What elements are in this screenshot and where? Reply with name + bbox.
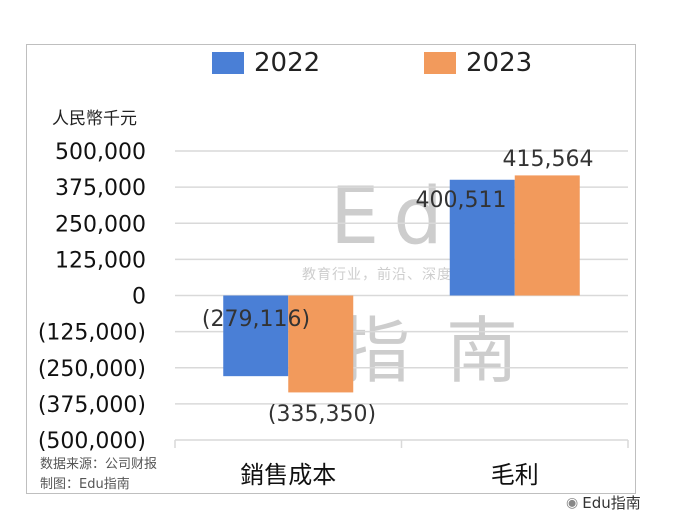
- data-label: 400,511: [416, 188, 507, 213]
- brand-badge: ◉ Edu指南: [566, 492, 641, 513]
- y-tick-label: (375,000): [38, 393, 146, 418]
- legend-label-2022: 2022: [254, 48, 321, 78]
- source-note: 数据来源：公司财报 制图：Edu指南: [40, 455, 157, 495]
- wechat-icon: ◉: [566, 494, 579, 511]
- bar-2023-1: [514, 175, 580, 296]
- bar-2022-1: [449, 179, 515, 296]
- chart-frame: [26, 44, 636, 494]
- legend-swatch-2023: [424, 52, 456, 74]
- source-line: 数据来源：公司财报: [40, 457, 158, 472]
- y-tick-label: (500,000): [38, 429, 146, 454]
- y-tick-label: 0: [132, 285, 146, 310]
- legend-swatch-2022: [212, 52, 244, 74]
- legend-item-2023: 2023: [424, 48, 532, 78]
- watermark-tagline: 教育行业，前沿、深度、独家: [302, 267, 497, 283]
- data-label: (279,116): [202, 307, 310, 332]
- y-tick-label: 500,000: [55, 140, 146, 165]
- bar-2023-0: [288, 295, 354, 393]
- data-label: (335,350): [268, 402, 376, 427]
- x-tick-label: 銷售成本: [240, 461, 336, 489]
- legend: 2022 2023: [0, 48, 680, 78]
- y-axis-unit-label: 人民幣千元: [52, 109, 137, 129]
- brand-text: Edu指南: [582, 494, 641, 512]
- legend-item-2022: 2022: [212, 48, 320, 78]
- watermark-chinese: 指南: [338, 309, 555, 393]
- y-tick-label: (250,000): [38, 357, 146, 382]
- bar-2022-0: [223, 295, 289, 377]
- legend-label-2023: 2023: [466, 48, 533, 78]
- y-tick-label: 125,000: [55, 248, 146, 273]
- credit-line: 制图：Edu指南: [40, 477, 130, 492]
- data-label: 415,564: [503, 147, 594, 172]
- x-tick-label: 毛利: [491, 461, 539, 489]
- y-tick-label: 250,000: [55, 212, 146, 237]
- y-tick-label: 375,000: [55, 176, 146, 201]
- y-tick-label: (125,000): [38, 321, 146, 346]
